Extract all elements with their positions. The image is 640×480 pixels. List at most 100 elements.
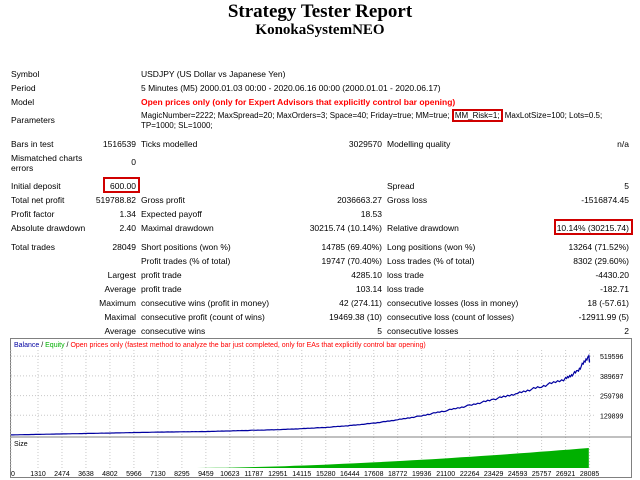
largest-loss-value: -4430.20 <box>595 270 629 280</box>
gross-loss-label: Gross loss <box>387 195 428 205</box>
x-tick-label: 9459 <box>198 471 214 478</box>
mismatch-label-2: errors <box>11 163 34 173</box>
max-consec-profit-value: 19469.38 (10) <box>329 312 382 322</box>
x-tick-label: 12951 <box>268 471 288 478</box>
deposit-value: 600.00 <box>110 181 136 191</box>
size-label: Size <box>14 441 28 448</box>
profit-trades-value: 19747 (70.40%) <box>321 256 383 266</box>
x-tick-label: 25757 <box>532 471 552 478</box>
report-title: Strategy Tester Report <box>227 1 413 22</box>
long-positions-value: 13264 (71.52%) <box>568 242 630 252</box>
deposit-label: Initial deposit <box>11 181 61 191</box>
parameters-label: Parameters <box>11 115 55 125</box>
params-highlight: MM_Risk=1; <box>451 109 503 122</box>
x-tick-label: 28085 <box>580 471 600 478</box>
largest-profit-value: 4285.10 <box>351 270 382 280</box>
symbol-label: Symbol <box>11 69 40 79</box>
x-tick-label: 22264 <box>460 471 480 478</box>
maximum-label: Maximum <box>99 298 136 308</box>
legend-equity: Equity <box>45 342 65 349</box>
max-consec-wins-value: 42 (274.11) <box>339 298 382 308</box>
total-trades-value: 28049 <box>112 242 136 252</box>
max-consec-profit-label: consecutive profit (count of wins) <box>141 312 265 322</box>
x-tick-label: 5966 <box>126 471 142 478</box>
x-tick-label: 8295 <box>174 471 190 478</box>
absolute-drawdown-value: 2.40 <box>119 223 136 233</box>
params-part-b: MaxLotSize=100; Lots=0.5; <box>504 111 603 120</box>
size-series-area <box>196 448 589 468</box>
average-label: Average <box>104 284 136 294</box>
max-consec-loss-label: consecutive loss (count of losses) <box>387 312 515 322</box>
short-positions-value: 14785 (69.40%) <box>321 242 383 252</box>
x-tick-label: 24593 <box>508 471 528 478</box>
params-part-a: MagicNumber=2222; MaxSpread=20; MaxOrder… <box>141 111 450 120</box>
x-tick-label: 0 <box>11 471 15 478</box>
period-value: 5 Minutes (M5) 2000.01.03 00:00 - 2020.0… <box>141 83 441 93</box>
x-tick-label: 18772 <box>388 471 408 478</box>
expected-payoff-value: 18.53 <box>360 209 382 219</box>
total-trades-label: Total trades <box>11 242 55 252</box>
average-profit-value: 103.14 <box>356 284 382 294</box>
maximal-label: Maximal <box>104 312 136 322</box>
net-profit-label: Total net profit <box>11 195 65 205</box>
expected-payoff-label: Expected payoff <box>141 209 202 219</box>
loss-trades-label: Loss trades (% of total) <box>387 256 475 266</box>
chart-grid <box>10 350 594 468</box>
avg-consec-wins-label: consecutive wins <box>141 326 206 336</box>
ticks-value: 3029570 <box>348 139 382 149</box>
balance-chart-svg: Balance / Equity / Open prices only (fas… <box>10 338 632 478</box>
average-loss-value: -182.71 <box>600 284 629 294</box>
chart-legend: Balance / Equity / Open prices only (fas… <box>14 342 426 349</box>
avg-consec-losses-value: 2 <box>624 326 629 336</box>
parameters-line2: TP=1000; SL=1000; <box>141 121 213 130</box>
period-label: Period <box>11 83 36 93</box>
x-tick-label: 21100 <box>436 471 455 478</box>
average2-label: Average <box>104 326 136 336</box>
model-label: Model <box>11 97 35 107</box>
quality-value: n/a <box>617 139 629 149</box>
model-value: Open prices only (only for Expert Adviso… <box>141 97 456 107</box>
y-axis-ticks: 519596 389697 259798 129899 <box>600 354 623 420</box>
x-tick-label: 11787 <box>244 471 263 478</box>
average-profit-label: profit trade <box>141 284 182 294</box>
profit-trades-label: Profit trades (% of total) <box>141 256 231 266</box>
absolute-drawdown-label: Absolute drawdown <box>11 223 86 233</box>
report-subtitle: KonokaSystemNEO <box>255 22 385 38</box>
legend-balance: Balance <box>14 342 39 349</box>
avg-consec-losses-label: consecutive losses <box>387 326 459 336</box>
max-consec-losses-label: consecutive losses (loss in money) <box>387 298 519 308</box>
gross-loss-value: -1516874.45 <box>581 195 629 205</box>
max-consec-wins-label: consecutive wins (profit in money) <box>141 298 270 308</box>
x-tick-label: 26921 <box>556 471 576 478</box>
bars-value: 1516539 <box>102 139 136 149</box>
symbol-value: USDJPY (US Dollar vs Japanese Yen) <box>141 69 286 79</box>
gross-profit-label: Gross profit <box>141 195 185 205</box>
x-tick-label: 16444 <box>340 471 360 478</box>
gross-profit-value: 2036663.27 <box>337 195 382 205</box>
largest-loss-label: loss trade <box>387 270 424 280</box>
x-tick-label: 23429 <box>484 471 504 478</box>
quality-label: Modelling quality <box>387 139 451 149</box>
x-tick-label: 17608 <box>364 471 384 478</box>
x-tick-label: 19936 <box>412 471 432 478</box>
relative-drawdown-label: Relative drawdown <box>387 223 459 233</box>
x-tick-label: 14115 <box>292 471 311 478</box>
relative-drawdown-highlight <box>554 219 633 235</box>
x-axis-ticks: 0 1310 2474 3638 4802 5966 7130 8295 9459 10623 11… <box>11 471 599 478</box>
legend-model: Open prices only (fastest method to anal… <box>70 342 425 349</box>
spread-label: Spread <box>387 181 415 191</box>
max-consec-loss-value: -12911.99 (5) <box>578 312 629 322</box>
mismatch-value: 0 <box>131 157 136 167</box>
average-loss-label: loss trade <box>387 284 424 294</box>
legend-sep2: / <box>65 342 71 349</box>
profit-factor-label: Profit factor <box>11 209 55 219</box>
deposit-highlight <box>103 177 140 193</box>
largest-profit-label: profit trade <box>141 270 182 280</box>
largest-label: Largest <box>107 270 136 280</box>
x-tick-label: 1310 <box>30 471 46 478</box>
mismatch-label-1: Mismatched charts <box>11 153 83 163</box>
long-positions-label: Long positions (won %) <box>387 242 476 252</box>
x-tick-label: 2474 <box>54 471 70 478</box>
legend-sep1: / <box>39 342 45 349</box>
ticks-label: Ticks modelled <box>141 139 198 149</box>
